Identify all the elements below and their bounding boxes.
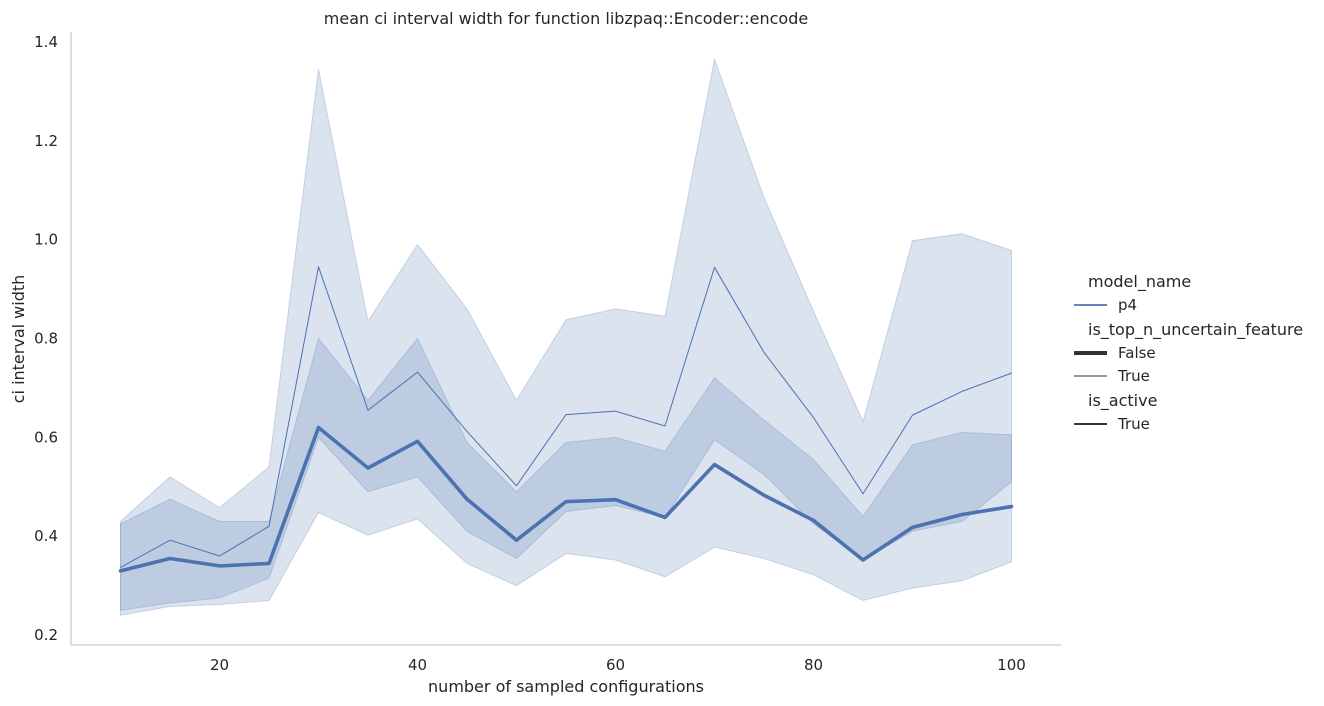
chart-title: mean ci interval width for function libz… [324, 9, 808, 28]
legend-title: is_active [1088, 391, 1157, 411]
legend-entry-label: True [1117, 367, 1150, 385]
y-tick-label: 0.4 [34, 527, 58, 545]
legend: model_name p4 is_top_n_uncertain_feature Fa… [1074, 272, 1303, 433]
series-line-true [120, 266, 1012, 568]
x-tick-label: 20 [210, 656, 229, 674]
x-tick-label: 60 [606, 656, 625, 674]
x-tick-label: 100 [997, 656, 1026, 674]
y-tick-label: 1.0 [34, 231, 58, 249]
y-tick-label: 1.4 [34, 33, 58, 51]
legend-entry-label: True [1117, 415, 1150, 433]
legend-entry-label: p4 [1118, 296, 1137, 314]
y-tick-label: 0.6 [34, 428, 58, 446]
y-axis-label: ci interval width [9, 275, 28, 404]
series-line-false [118, 425, 1014, 573]
ci-band-false [120, 337, 1012, 611]
axes: 20 40 60 80 100 0.2 0.4 0.6 0.8 1.0 1.2 1.4 [34, 32, 1061, 674]
y-tick-label: 0.8 [34, 330, 58, 348]
legend-title: model_name [1088, 272, 1191, 292]
ci-band-true [120, 57, 1012, 616]
series-lines [118, 266, 1014, 573]
y-tick-label: 0.2 [34, 626, 58, 644]
legend-title: is_top_n_uncertain_feature [1088, 320, 1303, 340]
x-tick-label: 40 [408, 656, 427, 674]
x-axis-label: number of sampled configurations [428, 677, 704, 696]
confidence-bands [120, 57, 1012, 616]
x-tick-label: 80 [804, 656, 823, 674]
legend-entry-label: False [1118, 344, 1156, 362]
y-tick-label: 1.2 [34, 132, 58, 150]
